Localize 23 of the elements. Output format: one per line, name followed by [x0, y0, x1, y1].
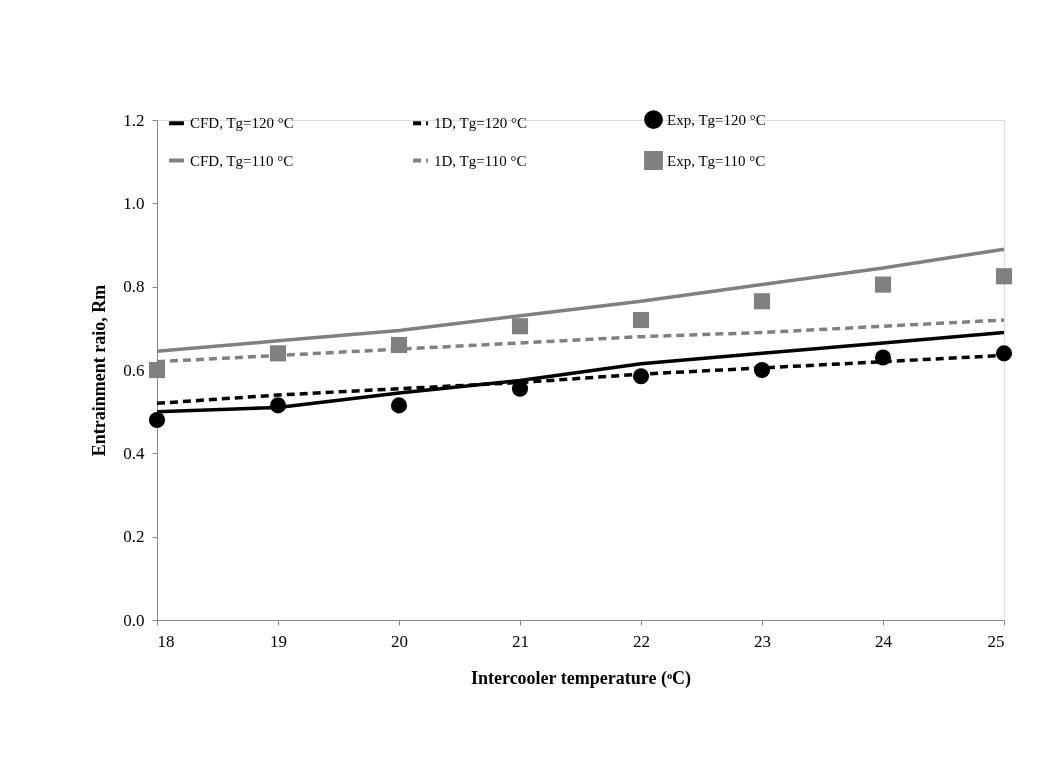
legend-label: 1D, Tg=110 °C	[434, 152, 527, 169]
x-tick-label: 25	[987, 631, 1005, 651]
y-tick-label: 0.4	[123, 443, 145, 463]
legend-label: CFD, Tg=110 °C	[190, 152, 294, 169]
y-tick-label: 1.2	[123, 110, 145, 130]
x-axis-title: Intercooler temperature (ᵒC)	[470, 667, 692, 689]
x-tick-label: 21	[512, 631, 529, 651]
y-axis-title: Entrainment raio, Rm	[89, 284, 110, 457]
legend-label: Exp, Tg=110 °C	[667, 152, 766, 169]
x-tick-label: 19	[270, 631, 287, 651]
y-tick-label: 1.0	[123, 193, 145, 213]
y-tick-label: 0.8	[123, 277, 145, 297]
legend-label: CFD, Tg=120 °C	[190, 115, 294, 132]
legend-label: Exp, Tg=120 °C	[667, 111, 766, 128]
legend-label: 1D, Tg=120 °C	[434, 115, 527, 132]
x-tick-label: 23	[754, 631, 771, 651]
x-tick-label: 18	[157, 631, 175, 651]
x-tick-label: 24	[875, 631, 893, 651]
y-tick-label: 0.6	[123, 360, 145, 380]
x-tick-label: 22	[633, 631, 650, 651]
y-tick-label: 0.2	[123, 527, 145, 547]
y-tick-label: 0.0	[123, 610, 145, 630]
x-tick-label: 20	[391, 631, 408, 651]
